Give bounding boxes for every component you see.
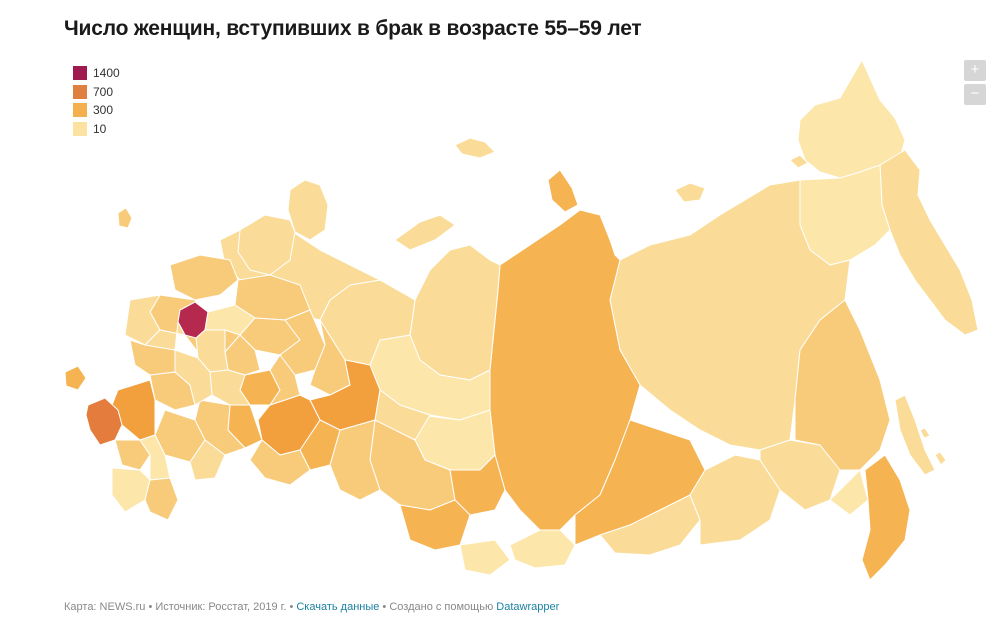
region-kurils[interactable] <box>934 451 947 466</box>
region-zabaikalsky[interactable] <box>689 454 781 546</box>
legend-label-700: 700 <box>93 84 114 99</box>
region-yamal[interactable] <box>409 244 501 381</box>
region-chukotka[interactable] <box>797 59 906 179</box>
legend-swatch-10 <box>73 121 87 136</box>
legend-label-300: 300 <box>93 103 114 118</box>
datawrapper-link[interactable]: Datawrapper <box>496 601 560 613</box>
region-udmurtia[interactable] <box>269 354 301 406</box>
region-north-caucasus[interactable] <box>111 467 151 513</box>
region-tuva[interactable] <box>509 529 576 569</box>
region-astrakhan[interactable] <box>189 439 226 481</box>
footer-created-with: Создано с помощью <box>389 601 494 613</box>
legend-item-1400: 1400 <box>73 64 120 83</box>
region-sakhalin[interactable] <box>894 394 936 476</box>
region-kurils-2[interactable] <box>919 427 931 439</box>
region-altai-rep[interactable] <box>459 539 511 576</box>
region-smolensk-kaluga[interactable] <box>144 321 186 351</box>
footer-separator-2: • <box>286 601 297 613</box>
region-magadan[interactable] <box>799 164 891 266</box>
legend-item-10: 10 <box>73 120 120 139</box>
legend-swatch-300 <box>73 103 87 118</box>
region-khabarovsk[interactable] <box>794 299 891 471</box>
region-tambov-lipetsk[interactable] <box>174 349 213 406</box>
legend: 1400 700 300 10 <box>73 64 120 138</box>
legend-label-1400: 1400 <box>93 66 120 81</box>
footer-separator-1: • <box>145 601 156 613</box>
region-severnaya-zemlya[interactable] <box>547 169 579 213</box>
region-crimea[interactable] <box>64 365 87 391</box>
region-dagestan[interactable] <box>144 477 179 521</box>
region-wrangel[interactable] <box>789 154 809 169</box>
legend-item-300: 300 <box>73 101 120 120</box>
map-title: Число женщин, вступивших в брак в возрас… <box>64 17 642 40</box>
region-karelia[interactable] <box>237 214 296 276</box>
region-altai-krai[interactable] <box>399 499 471 551</box>
region-kaliningrad[interactable] <box>117 207 133 229</box>
legend-swatch-700 <box>73 84 87 99</box>
region-penza[interactable] <box>209 369 251 406</box>
region-kamchatka[interactable] <box>879 149 979 336</box>
footer-source: Источник: Росстат, 2019 г. <box>155 601 287 613</box>
zoom-out-button[interactable]: − <box>964 84 986 105</box>
region-tyumen[interactable] <box>374 389 431 441</box>
region-omsk[interactable] <box>329 419 381 501</box>
footer-separator-3: • <box>379 601 390 613</box>
region-stavropol[interactable] <box>114 439 151 471</box>
region-leningrad[interactable] <box>169 254 239 301</box>
legend-item-700: 700 <box>73 83 120 102</box>
region-novosibirsk-islands[interactable] <box>674 182 706 203</box>
zoom-in-button[interactable]: + <box>964 60 986 81</box>
legend-swatch-1400 <box>73 66 87 81</box>
download-data-link[interactable]: Скачать данные <box>296 601 380 613</box>
footer-credits: Карта: NEWS.ru • Источник: Росстат, 2019… <box>64 601 559 613</box>
region-franz-josef[interactable] <box>454 137 496 159</box>
region-orenburg[interactable] <box>249 439 311 486</box>
region-murmansk[interactable] <box>287 179 329 241</box>
region-kirov[interactable] <box>279 309 326 376</box>
region-jewish-ao[interactable] <box>829 469 869 516</box>
footer-map-credit: Карта: NEWS.ru <box>64 601 146 613</box>
legend-label-10: 10 <box>93 121 107 136</box>
region-novaya-zemlya[interactable] <box>394 214 456 251</box>
region-primorye[interactable] <box>861 454 911 581</box>
